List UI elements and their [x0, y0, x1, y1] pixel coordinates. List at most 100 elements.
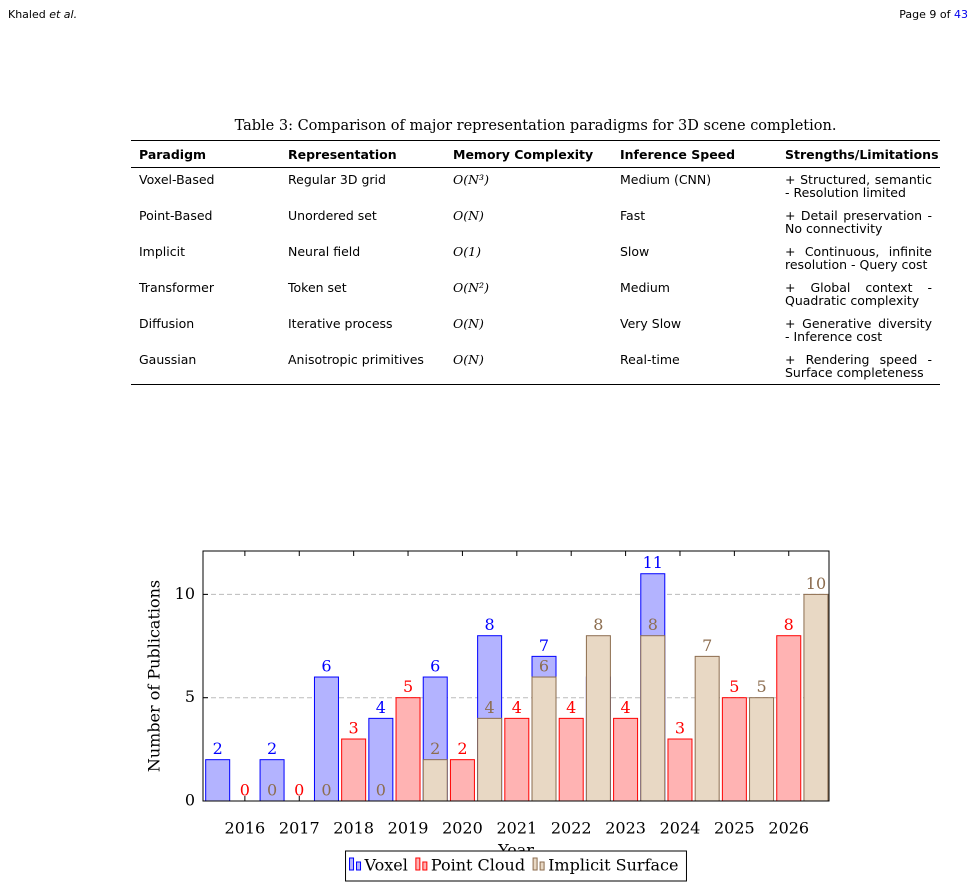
data-label: 0	[267, 781, 277, 800]
bar	[395, 697, 421, 802]
bar	[313, 676, 339, 802]
data-label: 10	[806, 574, 826, 593]
data-label: 6	[539, 657, 549, 676]
y-tick-label: 10	[175, 584, 195, 603]
data-label: 7	[702, 636, 712, 655]
bar	[449, 759, 475, 802]
legend-label: Voxel	[364, 856, 408, 875]
column-header: Strengths/Limitations	[777, 140, 940, 168]
table-cell: Fast	[620, 208, 646, 223]
data-label: 0	[294, 781, 304, 800]
data-label: 8	[485, 615, 495, 634]
author-suffix: et al.	[49, 8, 78, 21]
bar	[749, 697, 775, 802]
table-cell: Implicit	[139, 244, 185, 259]
data-label: 0	[321, 781, 331, 800]
table-cell: Neural field	[288, 244, 361, 259]
bar	[803, 593, 829, 802]
table-cell: O(N)	[453, 352, 484, 367]
bar	[721, 697, 747, 802]
bar	[613, 717, 639, 802]
table-cell: + Rendering speed - Surface completeness	[785, 352, 932, 380]
bar	[694, 655, 720, 802]
table-cell: Iterative process	[288, 316, 393, 331]
table-cell: Transformer	[139, 280, 215, 295]
data-label: 2	[267, 739, 277, 758]
table-cell: Real-time	[620, 352, 680, 367]
table-cell: + Global context - Quadratic complexity	[785, 280, 932, 308]
data-label: 8	[784, 615, 794, 634]
x-tick-label: 2021	[496, 819, 537, 838]
table-cell: Medium (CNN)	[620, 172, 712, 187]
x-tick-label: 2016	[225, 819, 266, 838]
data-label: 8	[593, 615, 603, 634]
x-tick-label: 2023	[605, 819, 646, 838]
data-label: 6	[430, 657, 440, 676]
data-label: 4	[566, 698, 576, 717]
x-tick-label: 2020	[442, 819, 483, 838]
legend-item: Voxel	[349, 856, 408, 875]
bar	[368, 717, 394, 802]
table-cell: Medium	[620, 280, 670, 295]
page-total-link[interactable]: 43	[954, 8, 968, 21]
table-cell: Regular 3D grid	[288, 172, 386, 187]
bar	[558, 717, 584, 802]
bar	[341, 738, 367, 802]
table-caption: Table 3: Comparison of major representat…	[234, 118, 837, 134]
table-row: Diffusion Iterative process O(N) Very Slow +…	[131, 312, 940, 348]
table-cell: O(N)	[453, 316, 484, 331]
data-label: 5	[756, 677, 766, 696]
table-row: Voxel-Based Regular 3D grid O(N³) Medium (C…	[131, 168, 940, 205]
table-cell: Voxel-Based	[139, 172, 215, 187]
plot-frame	[202, 550, 830, 802]
data-label: 2	[457, 739, 467, 758]
table-cell: Diffusion	[139, 316, 195, 331]
table-cell: Unordered set	[288, 208, 377, 223]
data-label: 11	[643, 553, 663, 572]
data-label: 5	[729, 677, 739, 696]
table-cell: Very Slow	[620, 316, 682, 331]
table-cell: Gaussian	[139, 352, 197, 367]
legend-swatch	[356, 861, 362, 871]
bar	[205, 759, 231, 802]
x-tick-label: 2024	[660, 819, 701, 838]
legend-label: Point Cloud	[431, 856, 525, 875]
column-header: Inference Speed	[612, 140, 777, 168]
y-axis-label: Number of Publications	[145, 580, 164, 772]
legend-item: Point Cloud	[415, 856, 525, 875]
table-row: Transformer Token set O(N²) Medium + Global …	[131, 276, 940, 312]
data-label: 3	[349, 719, 359, 738]
table-cell: O(1)	[453, 244, 481, 259]
table-cell: Point-Based	[139, 208, 213, 223]
bar	[477, 717, 503, 802]
table-cell: + Structured, semantic - Resolution limi…	[785, 172, 932, 200]
table-body: Voxel-Based Regular 3D grid O(N³) Medium (C…	[131, 168, 940, 385]
data-label: 0	[376, 781, 386, 800]
page-prefix: Page 9 of	[899, 8, 951, 21]
x-tick-label: 2025	[714, 819, 755, 838]
data-label: 4	[376, 698, 386, 717]
legend-swatch	[422, 861, 428, 871]
table-cell: O(N²)	[453, 280, 489, 295]
legend-swatch	[349, 857, 355, 871]
table-row: Implicit Neural field O(1) Slow + Continuous…	[131, 240, 940, 276]
table-cell: O(N)	[453, 208, 484, 223]
bar	[422, 759, 448, 802]
bar	[776, 635, 802, 802]
data-label: 4	[512, 698, 522, 717]
x-tick-label: 2026	[768, 819, 809, 838]
table-cell: + Detail preservation - No connectivity	[785, 208, 932, 236]
table-cell: + Continuous, infinite resolution - Quer…	[785, 244, 932, 272]
legend-swatch	[415, 857, 421, 871]
comparison-table: Paradigm Representation Memory Complexity I…	[131, 140, 940, 385]
legend-swatch	[532, 857, 538, 871]
bar	[259, 759, 285, 802]
y-tick-label: 0	[185, 791, 195, 810]
data-label: 2	[430, 739, 440, 758]
legend: Voxel Point Cloud Implicit Surface	[345, 850, 687, 882]
data-label: 6	[321, 657, 331, 676]
table-cell: Slow	[620, 244, 650, 259]
header-row: Paradigm Representation Memory Complexity I…	[131, 140, 940, 168]
